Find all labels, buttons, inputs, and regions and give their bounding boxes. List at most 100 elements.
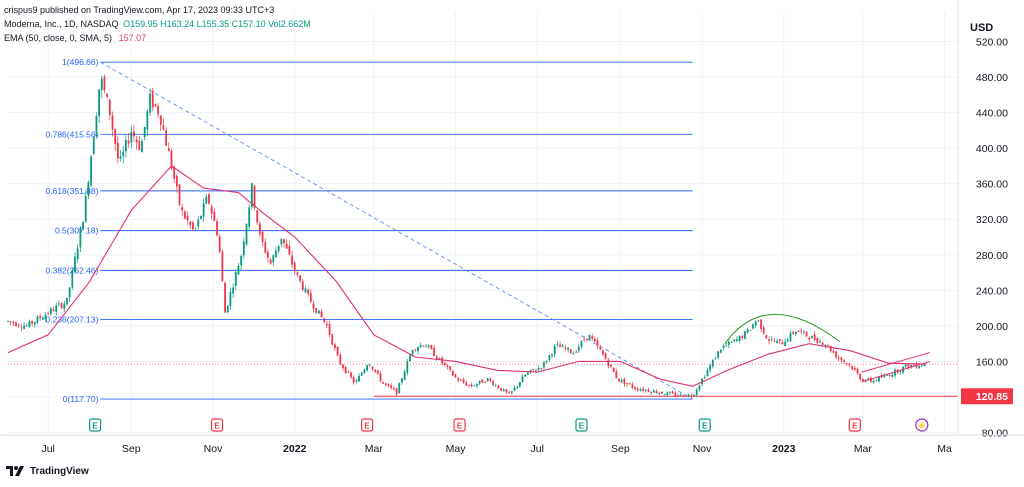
candle-body [135,139,138,143]
fib-level-label: 0(117.70) [63,394,99,404]
candle-body [339,354,342,365]
candle-body [623,378,626,385]
price-tick-label: 320.00 [976,214,1008,226]
candle-body [125,140,127,152]
candle-body [711,359,714,367]
candle-body [360,372,363,376]
candle-body [127,140,130,144]
candle-body [358,375,360,382]
candle-body [709,365,712,371]
candle-body [628,383,631,385]
candle-body [189,221,192,226]
candle-body [577,346,580,351]
candle-body [636,388,639,391]
channel-line [861,360,931,383]
candle-body [575,351,578,353]
candle-body [275,250,277,258]
candle-body [602,350,604,355]
candle-body [484,382,486,383]
price-axis[interactable]: 520.00 480.00 440.00 400.00 360.00 320.00 280.… [957,0,1008,440]
candle-body [749,330,752,332]
candle-body [468,385,470,386]
event-marker-news[interactable]: ⚡ [915,418,929,432]
event-marker-label: E [852,422,858,431]
candle-body [832,350,835,353]
candle-body [615,371,618,379]
candle-body [805,331,808,337]
candle-body [685,395,687,397]
candle-body [719,349,722,353]
candle-body [355,380,358,382]
earnings-icon [88,418,102,432]
candles [7,74,926,399]
brand-name: TradingView [30,465,89,477]
candle-body [722,345,725,349]
candle-body [738,336,741,341]
candle-body [473,385,476,387]
candle-body [133,131,135,137]
candle-body [36,316,39,323]
earnings-icon [575,418,588,432]
event-marker-label: E [92,422,98,431]
candle-body [28,321,31,327]
event-marker-earnings-report[interactable]: E [575,418,588,432]
rising-channel[interactable] [8,352,958,383]
candle-body [374,369,377,372]
time-tick-label: May [446,443,467,455]
dashed-downtrend-line [100,61,693,400]
event-marker-earnings[interactable]: E [848,418,861,432]
candle-body [856,368,859,374]
event-markers[interactable]: E E E E E E E ⚡ [88,418,929,432]
candle-body [800,330,803,332]
candle-body [334,344,336,349]
candle-body [835,351,837,358]
candle-body [157,106,159,115]
candle-body [666,392,669,396]
ema-legend[interactable]: EMA (50, close, 0, SMA, 5) 157.07 [4,33,146,43]
candle-body [918,366,921,369]
arc-drawing[interactable] [724,313,841,344]
candle-body [744,331,746,339]
symbol-legend[interactable]: Moderna, Inc., 1D, NASDAQ O159.95 H163.2… [4,19,311,29]
candle-body [607,359,610,367]
tradingview-brand[interactable]: TradingView [6,465,89,477]
candle-body [811,335,813,339]
candle-body [192,222,194,230]
event-marker-earnings-report[interactable]: E [88,418,102,432]
candle-body [644,389,647,391]
candle-body [746,329,749,333]
candle-body [433,347,435,357]
candle-body [320,311,323,318]
candle-body [923,364,926,367]
candle-body [323,318,326,322]
candle-body [486,378,489,382]
candle-body [259,223,261,235]
candle-body [342,364,344,369]
event-marker-earnings-report[interactable]: E [698,418,711,432]
time-tick-label: Sep [611,443,630,455]
candle-body [406,361,409,373]
candle-body [74,256,76,273]
event-marker-earnings[interactable]: E [453,418,466,432]
event-marker-earnings[interactable]: E [360,418,374,432]
fib-level-label: 0.618(351.88) [46,186,99,196]
candle-body [652,390,655,393]
candle-body [551,354,553,356]
candle-body [398,383,401,394]
earnings-icon [453,418,466,432]
event-marker-earnings[interactable]: E [210,418,224,432]
time-axis[interactable]: Jul Sep Nov 2022 Mar May Jul Sep Nov 2023 Mar Ma [0,434,1024,455]
trendline[interactable] [100,61,693,400]
candle-body [299,275,302,281]
candle-body [821,342,824,345]
candle-body [197,219,200,227]
candle-body [106,93,109,98]
candle-body [459,380,462,381]
currency-label[interactable]: USD [970,22,994,34]
candle-body [280,238,283,245]
gridlines [8,12,958,434]
candle-body [60,303,63,308]
candle-body [827,345,829,347]
fib-retracement[interactable]: 1(496.66) 0.786(415.56) 0.618(351.88) 0.5(3… [46,57,693,404]
